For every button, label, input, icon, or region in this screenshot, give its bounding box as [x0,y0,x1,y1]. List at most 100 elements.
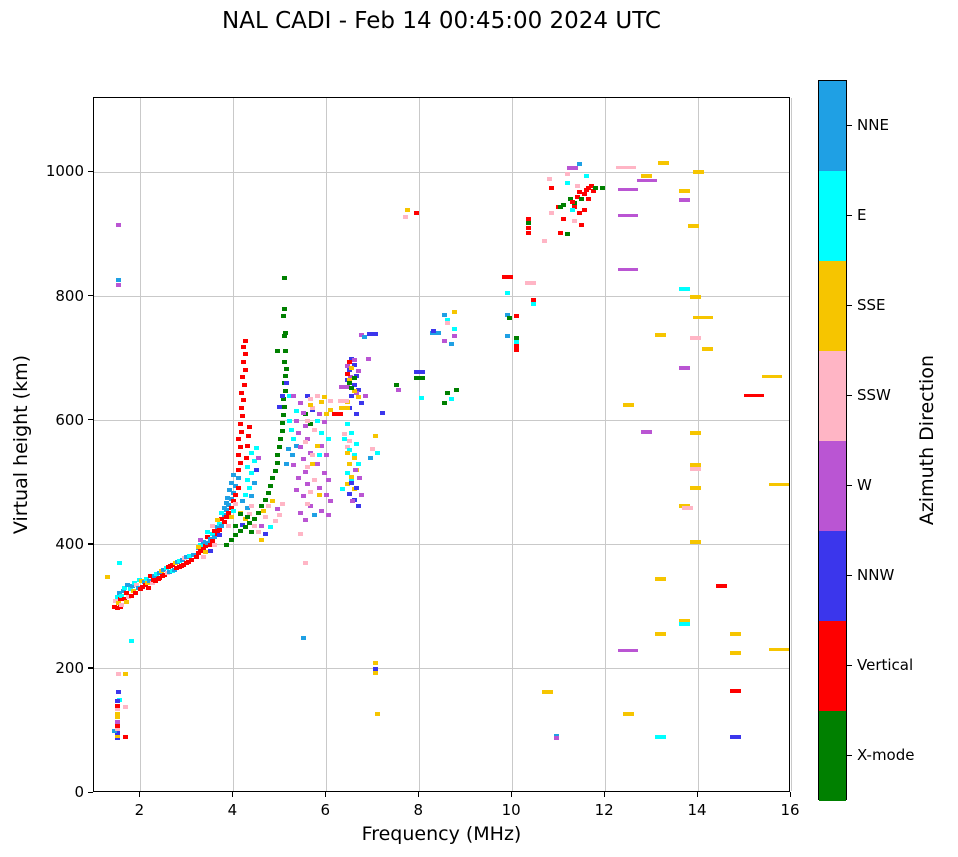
data-point [241,398,247,403]
data-point [577,210,583,215]
x-tick-label: 12 [594,801,614,819]
data-point [393,383,399,388]
data-point [114,719,120,724]
colorbar-tick-label: W [857,476,872,494]
data-point [221,519,227,524]
colorbar-segment [819,171,846,261]
data-point [203,544,209,549]
data-point [577,162,583,167]
data-point [347,438,353,443]
data-point [347,359,353,364]
data-point [119,602,125,607]
data-point [442,401,448,406]
data-point [125,582,131,587]
gridline-horizontal [94,544,789,546]
data-point [328,407,334,412]
data-point [549,210,555,215]
data-point [116,277,122,282]
data-point [344,450,350,455]
data-point [226,510,232,515]
data-point [453,387,459,392]
data-point [514,336,520,341]
data-point [117,591,123,596]
data-point [247,521,253,526]
colorbar-title: Azimuth Direction [916,354,938,526]
data-point [279,421,285,426]
data-point [690,336,702,341]
data-point [207,548,213,553]
data-point [122,705,128,710]
colorbar-tick-mark [847,214,852,216]
data-point [379,411,385,416]
data-point [230,490,236,495]
colorbar-tick-label: E [857,206,867,224]
data-point [449,342,455,347]
data-point [282,349,288,354]
data-point [237,460,243,465]
data-point [414,210,420,215]
data-point [270,476,276,481]
data-point [558,230,564,235]
data-point [245,434,251,439]
data-point [326,477,332,482]
colorbar-tick-mark [847,394,852,396]
data-point [579,223,585,228]
data-point [356,504,362,509]
data-point [293,418,299,423]
data-point [114,727,120,732]
data-point [690,431,702,436]
data-point [641,173,653,178]
data-point [356,462,362,467]
data-point [275,461,281,466]
colorbar-segment [819,441,846,531]
data-point [323,412,329,417]
data-point [344,471,350,476]
data-point [221,513,227,517]
gridline-vertical [232,98,234,791]
plot-area [93,97,792,792]
data-point [442,313,448,318]
x-tick-mark [324,792,327,797]
data-point [351,455,357,460]
data-point [214,517,220,522]
data-point [323,452,329,457]
data-point [338,398,350,403]
data-point [144,576,149,581]
data-point [405,207,411,212]
x-tick-mark [696,792,698,797]
data-point [339,406,351,411]
data-point [114,594,120,599]
data-point [319,508,325,513]
data-point [116,283,122,288]
data-point [444,321,450,326]
data-point [219,510,225,515]
data-point [122,671,128,676]
data-point [312,513,318,517]
data-point [359,493,365,498]
gridline-vertical [697,98,699,791]
data-point [542,238,548,243]
data-point [305,502,311,507]
data-point [505,313,511,318]
data-point [244,465,250,470]
data-point [219,524,225,529]
data-point [277,513,283,517]
data-point [351,376,357,381]
data-point [305,418,311,423]
data-point [118,597,124,602]
data-point [309,406,315,411]
x-tick-label: 14 [687,801,707,819]
gridline-vertical [325,98,327,791]
data-point [291,393,297,398]
data-point [356,395,362,400]
data-point [372,660,378,665]
data-point [114,731,120,736]
colorbar-tick-mark [847,574,852,576]
data-point [565,181,571,185]
data-point [319,431,325,436]
gridline-horizontal [94,668,789,670]
data-point [203,550,209,555]
data-point [349,477,355,482]
data-point [586,196,592,201]
data-point [293,409,299,414]
